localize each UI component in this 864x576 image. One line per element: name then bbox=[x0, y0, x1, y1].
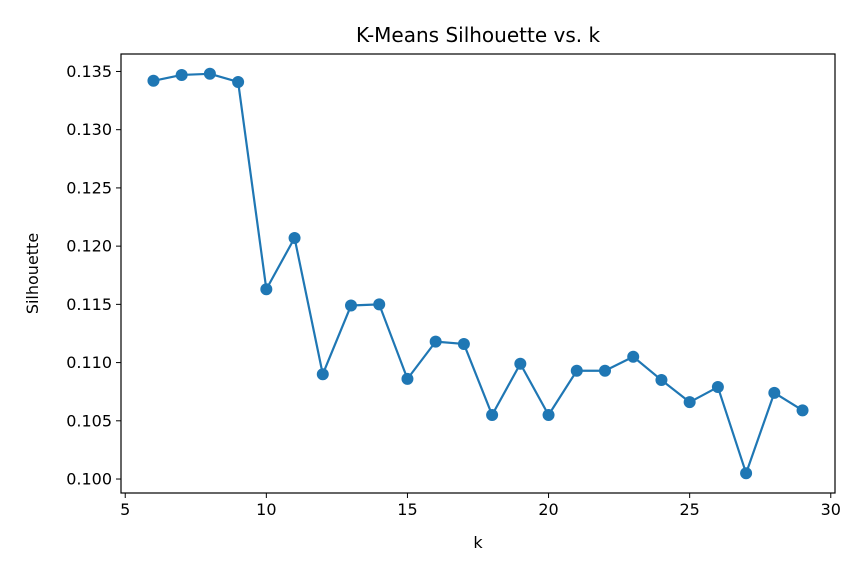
plot-area bbox=[147, 67, 809, 480]
data-point bbox=[768, 386, 781, 399]
data-point bbox=[260, 283, 273, 296]
data-point bbox=[570, 364, 583, 377]
data-point bbox=[203, 67, 216, 80]
x-tick-label: 25 bbox=[679, 500, 699, 519]
data-point bbox=[345, 299, 358, 312]
x-tick-label: 5 bbox=[120, 500, 130, 519]
data-point bbox=[288, 231, 301, 244]
y-tick-label: 0.110 bbox=[66, 353, 112, 372]
data-point bbox=[147, 74, 160, 87]
data-point bbox=[429, 335, 442, 348]
data-point bbox=[401, 372, 414, 385]
data-point bbox=[175, 68, 188, 81]
data-point bbox=[627, 350, 640, 363]
data-point bbox=[316, 368, 329, 381]
y-axis-label: Silhouette bbox=[23, 233, 42, 314]
data-point bbox=[514, 357, 527, 370]
data-point bbox=[683, 396, 696, 409]
data-point bbox=[232, 75, 245, 88]
data-point bbox=[542, 408, 555, 421]
y-tick-label: 0.100 bbox=[66, 470, 112, 489]
y-tick-label: 0.105 bbox=[66, 411, 112, 430]
data-point bbox=[711, 381, 724, 394]
x-tick-label: 10 bbox=[256, 500, 276, 519]
x-axis-label: k bbox=[473, 533, 483, 552]
axes-frame bbox=[120, 53, 836, 494]
data-point bbox=[655, 374, 668, 387]
x-tick-label: 20 bbox=[538, 500, 558, 519]
data-point bbox=[373, 298, 386, 311]
data-point bbox=[457, 337, 470, 350]
data-point bbox=[598, 364, 611, 377]
y-tick-label: 0.120 bbox=[66, 237, 112, 256]
x-tick-label: 30 bbox=[821, 500, 841, 519]
data-point bbox=[486, 408, 499, 421]
data-point bbox=[740, 467, 753, 480]
data-point bbox=[796, 404, 809, 417]
y-tick-label: 0.115 bbox=[66, 295, 112, 314]
y-tick-label: 0.135 bbox=[66, 62, 112, 81]
x-tick-label: 15 bbox=[397, 500, 417, 519]
chart-title: K-Means Silhouette vs. k bbox=[356, 23, 601, 47]
y-tick-label: 0.130 bbox=[66, 120, 112, 139]
y-tick-label: 0.125 bbox=[66, 178, 112, 197]
